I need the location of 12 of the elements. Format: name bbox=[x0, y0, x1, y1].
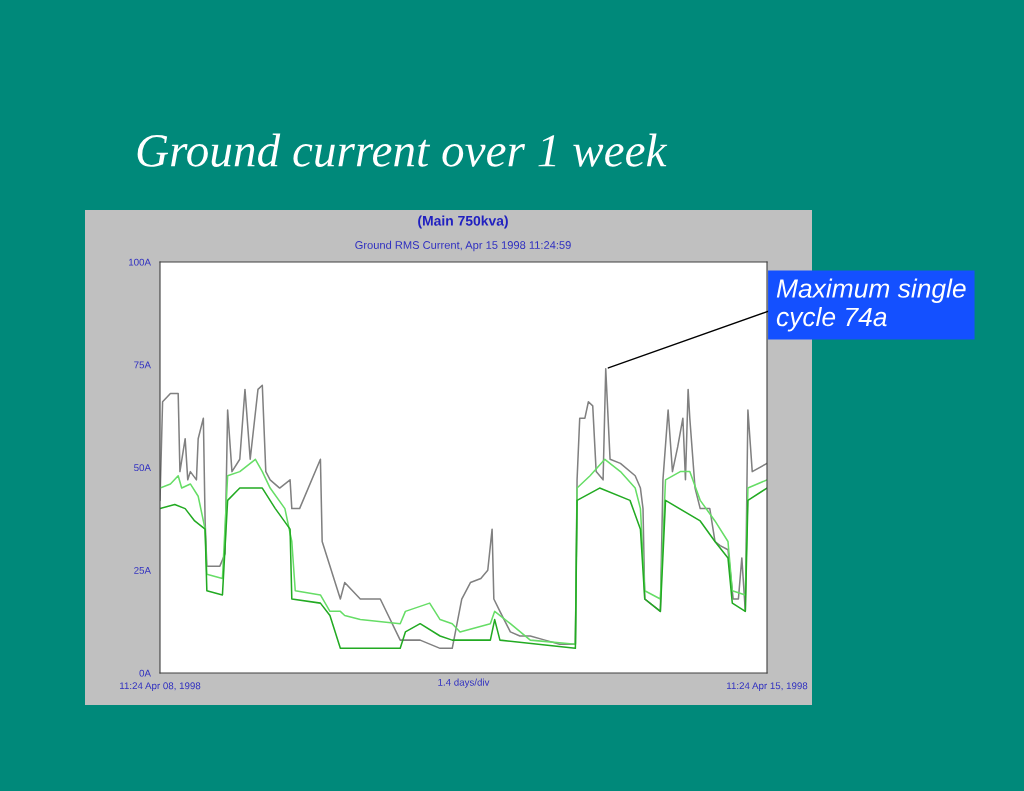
x-tick-label: 11:24 Apr 08, 1998 bbox=[120, 682, 201, 692]
y-tick-label: 100A bbox=[129, 258, 151, 266]
chart-title: Ground current over 1 week bbox=[137, 133, 668, 167]
y-tick-label: 0A bbox=[139, 669, 151, 677]
y-tick-label: 25A bbox=[134, 566, 151, 574]
y-tick-label: 50A bbox=[134, 464, 151, 472]
text: Ground RMS Current, Apr 15 1998 11:24:59 bbox=[355, 240, 571, 252]
x-axis-title: 1.4 days/div bbox=[438, 678, 490, 688]
y-tick-label: 75A bbox=[134, 361, 151, 369]
annotation: Maximum single cycle 74a bbox=[776, 278, 966, 332]
x-tick-label: 11:24 Apr 15, 1998 bbox=[727, 682, 808, 692]
chart-subtitle: (Main 750kva) bbox=[418, 215, 508, 229]
